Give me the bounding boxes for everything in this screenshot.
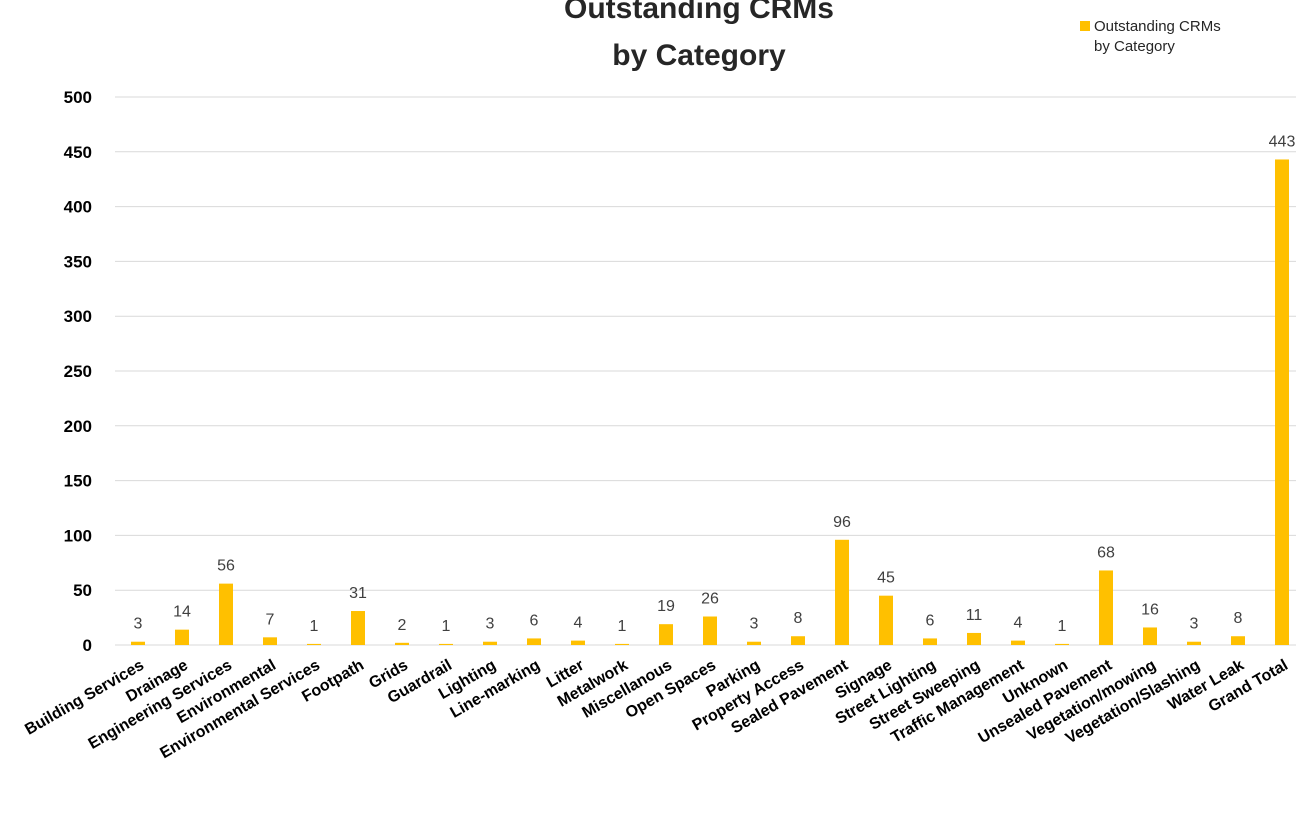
data-label: 6 xyxy=(926,612,935,629)
bar xyxy=(1187,641,1201,645)
data-label: 56 xyxy=(217,558,235,575)
y-tick-label: 50 xyxy=(73,581,92,600)
bar xyxy=(1275,159,1289,646)
data-label: 68 xyxy=(1097,544,1115,561)
data-label: 3 xyxy=(486,616,495,633)
legend: Outstanding CRMs by Category xyxy=(1080,18,1221,55)
bar xyxy=(747,641,761,645)
y-tick-label: 100 xyxy=(64,526,92,545)
y-tick-label: 150 xyxy=(64,472,92,491)
gridlines xyxy=(115,96,1296,646)
bar xyxy=(1143,627,1157,645)
bar xyxy=(439,643,453,645)
bar xyxy=(1011,640,1025,645)
bar xyxy=(791,636,805,645)
data-label: 45 xyxy=(877,570,895,587)
data-label: 11 xyxy=(966,607,983,624)
data-label: 1 xyxy=(618,618,627,635)
data-labels: 3 14 56 7 1 31 2 1 3 6 4 1 19 26 3 8 96 45 6 11 4 1 68 16 3 8 443 xyxy=(134,133,1296,634)
data-label: 4 xyxy=(574,615,583,632)
bar xyxy=(483,641,497,645)
bar xyxy=(131,641,145,645)
data-label: 14 xyxy=(173,604,191,621)
y-tick-label: 200 xyxy=(64,417,92,436)
data-label: 6 xyxy=(530,612,539,629)
bar xyxy=(703,616,717,645)
chart-title-line-2: by Category xyxy=(612,39,786,72)
legend-swatch xyxy=(1080,21,1090,31)
legend-label-line-1: Outstanding CRMs xyxy=(1094,18,1221,35)
y-tick-label: 300 xyxy=(64,307,92,326)
bar xyxy=(395,642,409,645)
legend-label-line-2: by Category xyxy=(1094,38,1175,55)
y-tick-label: 0 xyxy=(83,636,92,655)
data-label: 3 xyxy=(134,616,143,633)
y-tick-label: 400 xyxy=(64,198,92,217)
data-label: 443 xyxy=(1269,133,1296,150)
bar xyxy=(175,629,189,645)
data-label: 4 xyxy=(1014,615,1023,632)
data-label: 8 xyxy=(794,610,803,627)
data-label: 1 xyxy=(310,618,319,635)
bar xyxy=(615,643,629,645)
data-label: 96 xyxy=(833,514,851,531)
chart-title-line-1: Outstanding CRMs xyxy=(564,0,834,25)
bar xyxy=(351,611,365,645)
bars xyxy=(131,159,1289,646)
data-label: 19 xyxy=(657,598,675,615)
data-label: 31 xyxy=(349,585,367,602)
data-label: 8 xyxy=(1234,610,1243,627)
bar xyxy=(1231,636,1245,645)
bar xyxy=(1099,570,1113,645)
data-label: 26 xyxy=(701,591,719,608)
y-tick-label: 350 xyxy=(64,252,92,271)
bar xyxy=(219,583,233,645)
bar xyxy=(1055,643,1069,645)
bar xyxy=(571,640,585,645)
bar xyxy=(967,632,981,645)
y-tick-label: 250 xyxy=(64,362,92,381)
data-label: 1 xyxy=(442,618,451,635)
data-label: 16 xyxy=(1141,601,1159,618)
data-label: 1 xyxy=(1058,618,1067,635)
y-axis-ticks: 0 50 100 150 200 250 300 350 400 450 500 xyxy=(64,88,92,655)
bar xyxy=(879,595,893,645)
y-tick-label: 500 xyxy=(64,88,92,107)
bar xyxy=(659,624,673,645)
bar xyxy=(527,638,541,645)
bar xyxy=(835,539,849,645)
bar xyxy=(307,643,321,645)
bar xyxy=(263,637,277,645)
data-label: 2 xyxy=(398,617,407,634)
bar xyxy=(923,638,937,645)
data-label: 3 xyxy=(1190,616,1199,633)
data-label: 3 xyxy=(750,616,759,633)
y-tick-label: 450 xyxy=(64,143,92,162)
data-label: 7 xyxy=(266,611,275,628)
